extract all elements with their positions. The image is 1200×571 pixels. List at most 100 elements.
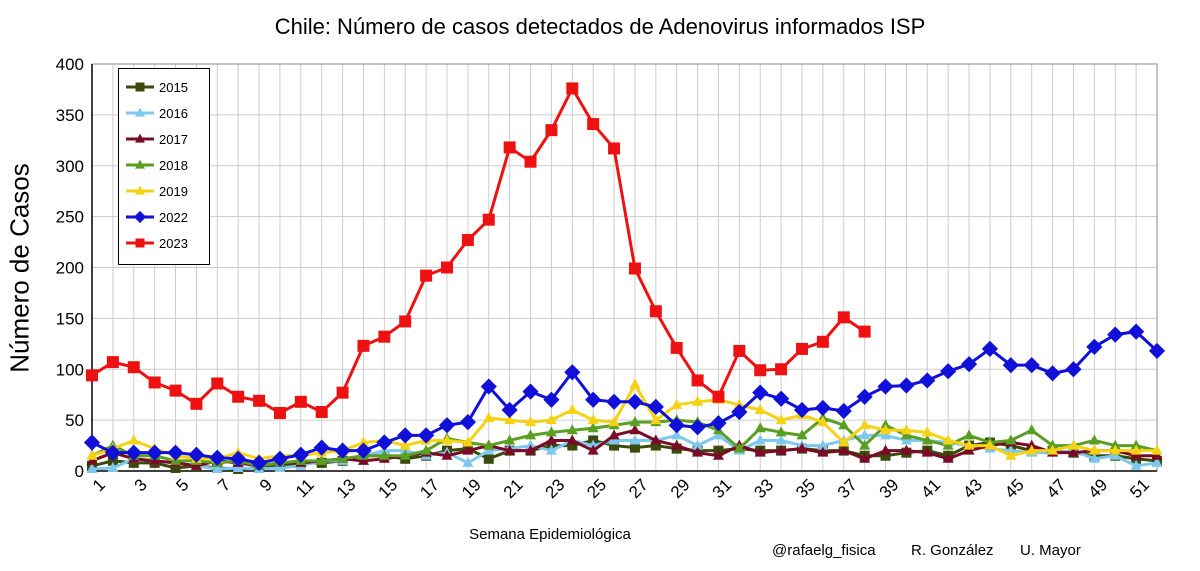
y-tick-label: 100 [56, 360, 84, 379]
data-point-2023 [399, 315, 412, 328]
x-tick-label: 3 [131, 475, 151, 495]
data-point-2022 [898, 377, 915, 394]
data-point-2022 [919, 372, 936, 389]
data-point-2023 [628, 262, 641, 275]
data-point-2018 [733, 442, 745, 453]
data-point-2018 [483, 439, 495, 450]
data-point-2023 [796, 342, 808, 355]
x-tick-label: 35 [792, 475, 819, 502]
data-point-2018 [420, 444, 432, 455]
x-tick-label: 43 [959, 475, 986, 502]
legend-swatch [126, 185, 154, 195]
data-point-2022 [250, 454, 268, 471]
data-point-2022 [133, 210, 147, 224]
data-point-2022 [1044, 365, 1061, 382]
data-point-2017 [754, 446, 766, 457]
data-point-2022 [543, 391, 560, 408]
credit-institution: U. Mayor [1020, 542, 1081, 559]
data-point-2019 [1067, 439, 1079, 450]
legend-item-2015: 2015 [119, 77, 209, 97]
data-point-2022 [731, 403, 748, 421]
data-point-2018 [525, 429, 537, 440]
series-2022 [83, 323, 1166, 471]
x-tick-label: 15 [375, 475, 402, 502]
x-tick-label: 13 [333, 475, 360, 502]
data-point-2015 [880, 450, 891, 461]
data-point-2023 [587, 118, 600, 131]
data-point-2017 [650, 434, 662, 445]
y-tick-label: 300 [56, 157, 84, 176]
data-point-2023 [670, 341, 683, 354]
data-point-2019 [754, 403, 766, 414]
data-point-2019 [859, 419, 871, 430]
data-point-2016 [399, 444, 411, 455]
data-point-2017 [1151, 449, 1163, 460]
data-point-2022 [1107, 326, 1124, 343]
data-point-2018 [1109, 439, 1121, 450]
data-point-2018 [1130, 439, 1142, 450]
data-point-2022 [1002, 357, 1019, 374]
data-point-2023 [566, 82, 579, 95]
data-point-2018 [775, 426, 787, 437]
data-point-2015 [567, 440, 578, 451]
data-point-2022 [647, 398, 664, 415]
data-point-2016 [880, 429, 892, 440]
data-point-2017 [775, 444, 787, 455]
data-point-2023 [691, 374, 704, 387]
data-point-2022 [397, 427, 414, 444]
credit-author: R. González [911, 542, 994, 559]
data-point-2023 [315, 405, 328, 418]
data-point-2023 [858, 325, 871, 338]
data-point-2017 [671, 439, 683, 450]
data-point-2018 [1005, 434, 1017, 445]
data-point-2023 [336, 386, 349, 399]
data-point-2018 [1026, 424, 1038, 435]
data-point-2022 [167, 444, 184, 461]
data-point-2022 [376, 434, 393, 451]
x-tick-label: 41 [917, 475, 944, 502]
data-point-2018 [135, 159, 145, 169]
data-point-2016 [817, 439, 829, 450]
data-point-2019 [838, 436, 850, 447]
data-point-2017 [608, 429, 620, 440]
data-point-2018 [545, 426, 557, 437]
x-tick-label: 45 [1001, 475, 1028, 502]
data-point-2019 [135, 185, 145, 195]
legend-item-2016: 2016 [119, 103, 209, 123]
data-point-2023 [649, 305, 662, 318]
data-point-2016 [1005, 444, 1017, 455]
data-point-2016 [671, 429, 683, 440]
data-point-2017 [1026, 439, 1038, 450]
legend: 2015 2016 2017 2018 2019 2022 2023 [118, 68, 210, 265]
data-point-2016 [86, 462, 98, 473]
y-axis-label: Número de Casos [4, 163, 35, 373]
data-point-2019 [1130, 444, 1142, 455]
legend-item-2022: 2022 [119, 207, 209, 227]
series-line-2015 [91, 438, 1158, 471]
data-point-2022 [689, 419, 706, 436]
data-point-2017 [587, 444, 599, 455]
data-point-2022 [626, 393, 644, 410]
data-point-2022 [292, 446, 309, 463]
data-point-2023 [461, 234, 474, 247]
data-point-2019 [1047, 444, 1059, 455]
data-point-2018 [963, 429, 975, 440]
data-point-2023 [712, 390, 725, 403]
data-point-2023 [733, 344, 746, 357]
data-point-2023 [86, 369, 98, 382]
data-point-2017 [900, 444, 912, 455]
data-point-2022 [1065, 361, 1082, 378]
x-tick-label: 47 [1043, 475, 1070, 502]
data-point-2018 [921, 434, 933, 445]
data-point-2019 [1151, 444, 1163, 455]
data-point-2023 [135, 238, 145, 248]
legend-item-2018: 2018 [119, 155, 209, 175]
series-line-2022 [91, 330, 1159, 465]
data-point-2022 [835, 402, 852, 420]
data-point-2017 [880, 444, 892, 455]
data-point-2022 [793, 401, 811, 419]
y-tick-labels: 0 50 100 150 200 250 300 350 400 [56, 55, 84, 481]
y-tick-label: 50 [65, 411, 84, 430]
data-point-2019 [1026, 444, 1038, 455]
data-point-2022 [188, 446, 205, 463]
